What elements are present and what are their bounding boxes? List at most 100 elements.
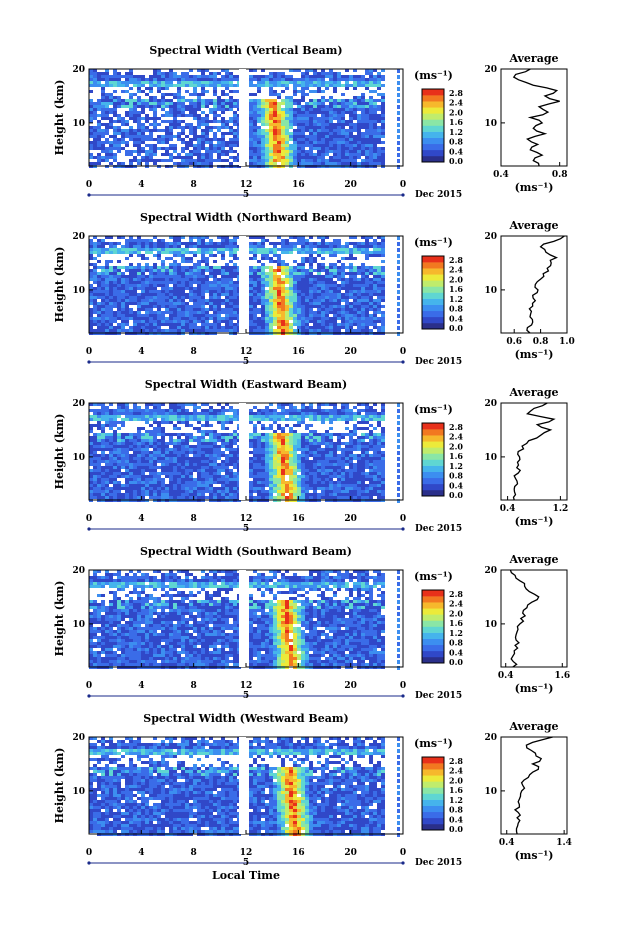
heatmap-cell <box>157 135 161 138</box>
heatmap-cell <box>177 90 181 93</box>
heatmap-cell <box>365 132 369 135</box>
heatmap-cell <box>377 138 381 141</box>
heatmap-cell <box>349 266 353 269</box>
heatmap-cell <box>377 287 381 290</box>
heatmap-cell <box>217 412 221 415</box>
heatmap-cell <box>133 75 137 78</box>
heatmap-cell <box>349 308 353 311</box>
heatmap-cell <box>197 84 201 87</box>
heatmap-cell <box>121 311 125 314</box>
heatmap-cell <box>317 87 321 90</box>
heatmap-cell <box>153 415 157 418</box>
heatmap-cell <box>337 108 341 111</box>
heatmap-cell <box>193 150 197 153</box>
heatmap-cell <box>181 141 185 144</box>
heatmap-cell <box>89 144 93 147</box>
heatmap-cell <box>349 275 353 278</box>
heatmap-cell <box>197 296 201 299</box>
heatmap-cell <box>137 436 141 439</box>
heatmap-cell <box>377 317 381 320</box>
heatmap-cell <box>329 305 333 308</box>
heatmap-cell <box>213 436 217 439</box>
heatmap-cell <box>133 314 137 317</box>
heatmap-cell <box>249 132 253 135</box>
heatmap-cell <box>193 90 197 93</box>
heatmap-cell <box>137 445 141 448</box>
heatmap-cell <box>177 299 181 302</box>
heatmap-cell <box>233 257 237 260</box>
heatmap-cell <box>213 490 217 493</box>
heatmap-cell <box>217 457 221 460</box>
heatmap-cell <box>165 475 169 478</box>
heatmap-cell <box>309 317 313 320</box>
heatmap-cell <box>333 272 337 275</box>
heatmap-cell <box>201 87 205 90</box>
heatmap-cell <box>105 433 109 436</box>
heatmap-cell <box>181 460 185 463</box>
heatmap-cell <box>169 496 173 499</box>
heatmap-cell <box>193 135 197 138</box>
heatmap-cell <box>313 296 317 299</box>
heatmap-cell <box>325 72 329 75</box>
heatmap-cell <box>189 156 193 159</box>
data-gap <box>239 236 246 333</box>
heatmap-cell <box>265 308 269 311</box>
heatmap-cell <box>129 269 133 272</box>
colorbar-tick-label: 2.4 <box>449 265 463 275</box>
heatmap-cell <box>317 120 321 123</box>
heatmap-cell <box>297 278 301 281</box>
heatmap-cell <box>189 466 193 469</box>
heatmap-cell <box>329 159 333 162</box>
heatmap-cell <box>129 418 133 421</box>
heatmap-cell <box>193 99 197 102</box>
heatmap-cell <box>293 111 297 114</box>
heatmap-cell <box>137 305 141 308</box>
heatmap-cell <box>161 329 165 332</box>
heatmap-cell <box>129 150 133 153</box>
heatmap-cell <box>113 460 117 463</box>
heatmap-cell <box>265 135 269 138</box>
heatmap-cell <box>257 78 261 81</box>
heatmap-cell <box>105 129 109 132</box>
heatmap-cell <box>89 424 93 427</box>
heatmap-cell <box>325 159 329 162</box>
heatmap-cell <box>329 245 333 248</box>
heatmap-cell <box>177 305 181 308</box>
heatmap-cell <box>189 326 193 329</box>
heatmap-cell <box>281 317 285 320</box>
heatmap-cell <box>277 257 281 260</box>
heatmap-cell <box>97 418 101 421</box>
heatmap-cell <box>89 72 93 75</box>
heatmap-cell <box>89 457 93 460</box>
heatmap-cell <box>145 436 149 439</box>
heatmap-cell <box>297 141 301 144</box>
heatmap-cell <box>117 260 121 263</box>
heatmap-cell <box>249 141 253 144</box>
heatmap-cell <box>145 415 149 418</box>
heatmap-cell <box>209 150 213 153</box>
heatmap-cell <box>161 108 165 111</box>
heatmap-cell <box>361 275 365 278</box>
heatmap-cell <box>213 78 217 81</box>
date-suffix: Dec 2015 <box>415 190 462 200</box>
heatmap-cell <box>201 120 205 123</box>
heatmap-cell <box>157 99 161 102</box>
heatmap-cell <box>397 129 400 133</box>
heatmap-cell <box>353 269 357 272</box>
heatmap-cell <box>109 475 113 478</box>
heatmap-cell <box>357 129 361 132</box>
heatmap-cell <box>125 460 129 463</box>
heatmap-cell <box>145 481 149 484</box>
heatmap-cell <box>233 284 237 287</box>
heatmap-cell <box>273 272 277 275</box>
heatmap-cell <box>289 236 293 239</box>
heatmap-cell <box>201 266 205 269</box>
heatmap-cell <box>293 308 297 311</box>
heatmap-cell <box>173 272 177 275</box>
heatmap-cell <box>361 153 365 156</box>
heatmap-cell <box>209 439 213 442</box>
heatmap-cell <box>193 445 197 448</box>
heatmap-cell <box>293 156 297 159</box>
heatmap-cell <box>153 114 157 117</box>
heatmap-cell <box>97 129 101 132</box>
